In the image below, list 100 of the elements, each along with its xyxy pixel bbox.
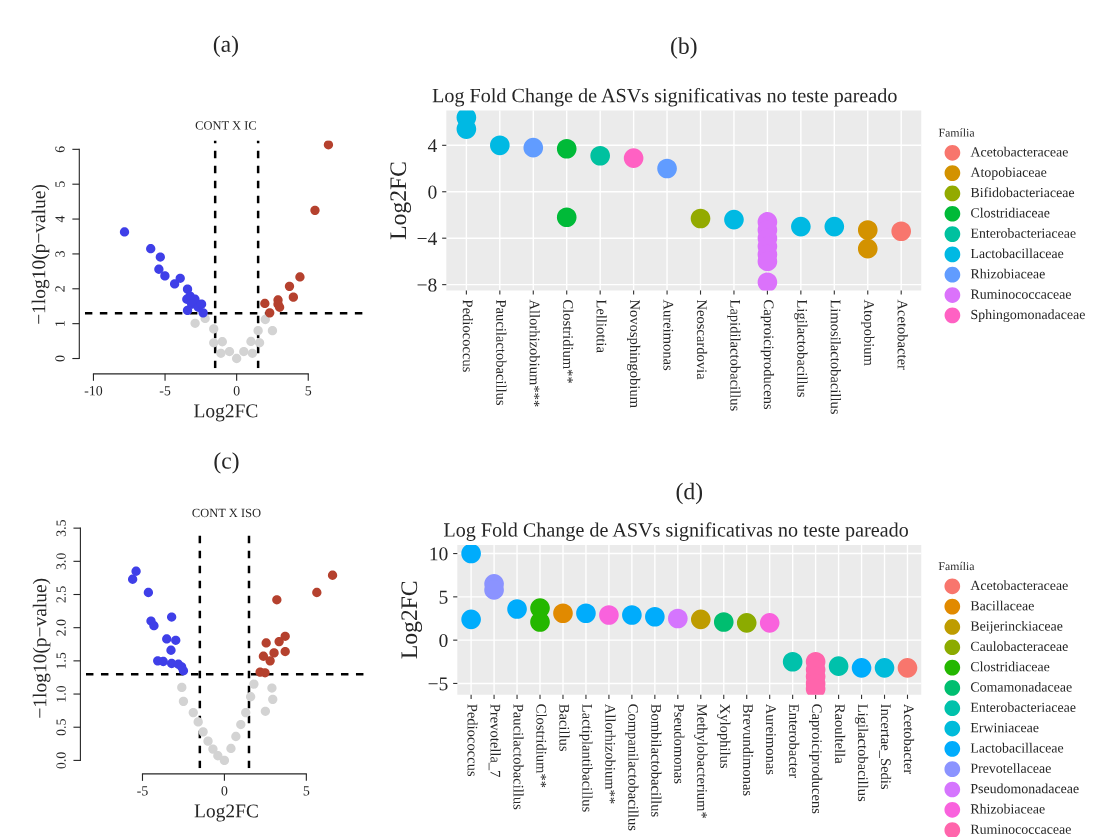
legend-label: Acetobacteraceae [970, 146, 1068, 157]
y-tick-label: 0 [439, 633, 448, 648]
x-tick-label: 5 [303, 786, 310, 796]
y-tick-label: 5 [439, 590, 448, 604]
y-tick-label: 1 [55, 321, 65, 326]
x-tick-label: Caproiciproducens [760, 300, 775, 410]
y-tick-label: 2.0 [56, 619, 66, 636]
x-tick-label: Pediococcus [462, 299, 473, 372]
legend-label: Clostridiaceae [970, 661, 1050, 672]
x-tick-label: 0 [221, 786, 228, 796]
x-tick-label: Bacillus [559, 704, 570, 751]
legend-label: Rhizobiaceae [970, 803, 1045, 814]
y-tick-label: −4 [417, 232, 437, 245]
x-tick-label: Ligilactobacillus [854, 704, 869, 802]
legend-label: Acetobacteraceae [970, 580, 1068, 591]
y-tick-label: 10 [430, 547, 448, 561]
x-tick-label: -5 [137, 786, 148, 796]
x-tick-label: Clostridium** [536, 704, 547, 788]
legend-title: Família [938, 561, 975, 571]
x-tick-label: Pseudomonas [674, 704, 685, 784]
x-tick-label: Acetobacter [903, 703, 915, 775]
legend-label: Clostridiaceae [971, 207, 1050, 218]
x-tick-label: Allorhizobium*** [529, 299, 540, 407]
text: (b) [671, 37, 697, 59]
x-tick-label: Paucilactobacillus [496, 299, 507, 406]
y-tick-label: 5 [55, 181, 65, 187]
text: (c) [214, 452, 239, 474]
x-tick-label: -10 [84, 386, 103, 396]
y-tick-label: 6 [55, 146, 65, 153]
y-tick-label: 4 [427, 139, 437, 153]
x-tick-label: Neoscardovia [696, 299, 708, 380]
y-axis-title: −1log10(p−value) [31, 184, 50, 324]
legend-label: Sphingomonadaceae [971, 309, 1085, 322]
y-tick-label: 1.5 [56, 652, 66, 669]
y-tick-label: 0.5 [56, 719, 66, 736]
x-tick-label: Allorhizobium** [605, 703, 616, 804]
y-tick-label: 3.5 [56, 520, 66, 537]
x-tick-label: Raoultella [834, 704, 846, 764]
y-tick-label: 1.0 [56, 685, 66, 702]
legend-label: Bifidobacteriaceae [970, 187, 1075, 198]
x-tick-label: 0 [233, 386, 240, 396]
x-tick-label: Ligilactobacillus [794, 299, 808, 397]
legend-label: Enterobacteriaceae [970, 228, 1076, 238]
x-tick-label: Xylophilus [717, 704, 731, 769]
x-tick-label: -5 [159, 386, 171, 396]
legend-label: Lactobacillaceae [970, 248, 1064, 259]
text: (a) [213, 35, 238, 57]
y-tick-label: 0.0 [56, 752, 66, 769]
y-tick-label: 3 [55, 251, 65, 257]
x-tick-label: Brevundimonas [743, 704, 754, 796]
legend-label: Pseudomonadaceae [970, 783, 1079, 794]
legend-label: Rhizobiaceae [970, 268, 1045, 279]
x-tick-label: Enterobacter [789, 704, 800, 779]
y-axis-title: Log2FC [401, 581, 423, 659]
legend-label: Bacillaceae [970, 600, 1034, 611]
x-tick-label: Atopobium [861, 299, 875, 366]
legend-label: Ruminococcaceae [970, 824, 1071, 834]
x-tick-label: Lelliottia [596, 299, 607, 353]
x-tick-label: Paucilactobacillus [513, 704, 524, 810]
x-tick-label: Aureimonas [663, 299, 674, 371]
y-tick-label: 2 [55, 286, 65, 292]
x-tick-label: Caproiciproducens [809, 704, 823, 814]
y-axis-title: −1log10(p−value) [32, 578, 51, 718]
x-tick-label: Pediococcus [467, 704, 478, 777]
y-axis-title: Log2FC [390, 162, 412, 240]
legend-label: Atopobiaceae [970, 167, 1047, 180]
x-tick-label: Lactiplantibacillus [579, 704, 593, 812]
x-tick-label: Clostridium** [563, 300, 574, 384]
chart-title: CONT X IC [195, 121, 257, 130]
legend-label: Erwiniaceae [970, 722, 1039, 733]
chart-title: Log Fold Change de ASVs significativas no teste pareado [443, 522, 908, 541]
chart-title: CONT X ISO [192, 508, 261, 518]
legend-label: Caulobacteraceae [970, 641, 1068, 652]
legend-label: Comamonadaceae [970, 681, 1072, 692]
legend-label: Lactobacillaceae [970, 742, 1064, 753]
y-tick-label: −8 [417, 278, 437, 292]
x-tick-label: Companilactobacillus [625, 704, 639, 831]
legend-label: Ruminococcaceae [970, 289, 1072, 299]
x-tick-label: Novosphingobium [626, 299, 641, 408]
legend-title: Família [938, 128, 975, 137]
text: (d) [676, 482, 703, 505]
y-tick-label: 4 [55, 215, 65, 223]
legend-label: Prevotellaceae [970, 763, 1051, 773]
x-tick-label: Bombilactobacillus [651, 704, 662, 817]
x-tick-label: Aureimonas [766, 703, 776, 775]
x-axis-title: Log2FC [194, 404, 258, 422]
x-tick-label: Prevotella_7 [488, 704, 501, 778]
chart-title: Log Fold Change de ASVs significativas no teste pareado [432, 87, 897, 107]
y-tick-label: 0 [428, 185, 437, 199]
y-tick-label: −5 [428, 677, 448, 691]
x-tick-label: 5 [305, 386, 312, 396]
x-tick-label: Acetobacter [897, 299, 908, 370]
x-axis-title: Log2FC [194, 804, 258, 822]
y-tick-label: 2.5 [56, 586, 66, 603]
legend-label: Beijerinckiaceae [970, 620, 1063, 634]
x-tick-label: Incertae_Sedis [879, 704, 892, 790]
legend-label: Enterobacteriaceae [970, 702, 1076, 712]
x-tick-label: Limosilactobacillus [830, 299, 841, 414]
x-tick-label: Methylobacterium* [694, 704, 708, 819]
y-tick-label: 3.0 [56, 553, 66, 570]
